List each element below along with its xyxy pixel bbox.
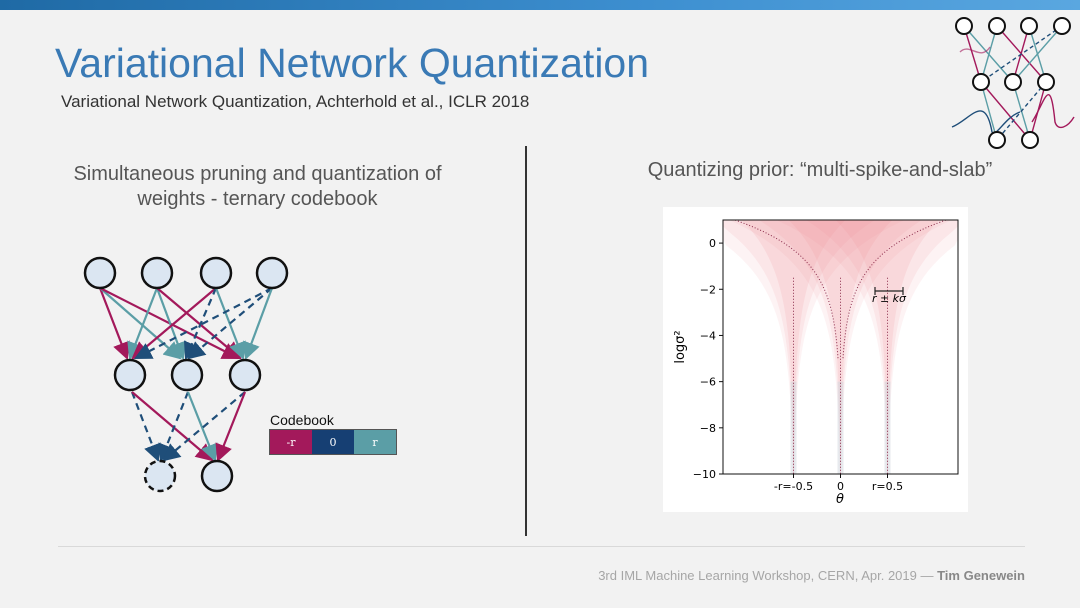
edge (99, 287, 182, 360)
edge (98, 287, 130, 361)
y-tick-label: 0 (709, 237, 716, 250)
y-axis-label: logσ² (673, 330, 688, 363)
slab-region (806, 220, 958, 474)
network-logo (951, 17, 1075, 149)
hidden-node (113, 358, 147, 392)
input-node (199, 256, 233, 290)
edge (158, 391, 190, 463)
footer-text: 3rd IML Machine Learning Workshop, CERN,… (598, 568, 938, 583)
sigma-annotation-text: r ± kσ (872, 292, 907, 305)
left-heading-line1: Simultaneous pruning and quantization of (73, 163, 442, 185)
hidden-node (170, 358, 204, 392)
edge (186, 391, 218, 463)
slab-region (723, 220, 875, 474)
edge (134, 287, 273, 360)
x-tick-label: r=0.5 (872, 480, 903, 493)
slab-boundary (734, 219, 839, 359)
y-tick-label: −4 (700, 329, 716, 342)
left-heading-line2: weights - ternary codebook (137, 188, 378, 210)
edge (187, 287, 273, 360)
plot-background (663, 207, 968, 512)
codebook-cell-zero: 0 (312, 430, 354, 454)
prior-chart: 0 −2 −4 −6 −8 −10 -r=-0.5 0 r=0.5 θ logσ² r ± k… (673, 219, 959, 507)
ternary-network-diagram (83, 256, 289, 493)
edge (214, 287, 246, 361)
y-tick-label: −8 (700, 422, 716, 435)
y-tick-label: −2 (700, 283, 716, 296)
footer: 3rd IML Machine Learning Workshop, CERN,… (598, 568, 1025, 583)
edge (183, 287, 218, 361)
sigma-annotation: r ± kσ (872, 287, 907, 305)
edge (215, 391, 247, 463)
right-column-heading: Quantizing prior: “multi-spike-and-slab” (647, 159, 993, 181)
slide-subtitle: Variational Network Quantization, Achter… (61, 92, 530, 111)
input-node (140, 256, 174, 290)
edge (243, 287, 274, 361)
edge (130, 391, 161, 463)
slab-region (723, 220, 905, 474)
x-tick-label: -r=-0.5 (774, 480, 813, 493)
edge (156, 287, 242, 360)
edge (131, 391, 214, 462)
x-tick-label: 0 (837, 480, 844, 493)
edge (162, 391, 246, 462)
codebook-label: Codebook (270, 412, 334, 428)
footer-rule (58, 546, 1025, 547)
input-node (83, 256, 117, 290)
edge (127, 287, 159, 361)
slab-region (776, 220, 958, 474)
left-column-heading: Simultaneous pruning and quantization of… (55, 162, 460, 212)
slide-title: Variational Network Quantization (55, 40, 650, 86)
edge (155, 287, 186, 361)
codebook-cell-neg: -r (270, 430, 312, 454)
input-node (255, 256, 289, 290)
codebook-cell-pos: r (354, 430, 396, 454)
top-accent-bar (0, 0, 1080, 10)
y-tick-label: −10 (693, 468, 716, 481)
y-tick-label: −6 (700, 376, 716, 389)
slab-boundary (842, 219, 947, 359)
codebook: -r 0 r (269, 429, 397, 455)
column-divider (525, 146, 527, 536)
x-axis-label: θ (836, 492, 844, 507)
footer-author: Tim Genewein (937, 568, 1025, 583)
pruned-output-node (143, 459, 177, 493)
output-node (200, 459, 234, 493)
hidden-node (228, 358, 262, 392)
